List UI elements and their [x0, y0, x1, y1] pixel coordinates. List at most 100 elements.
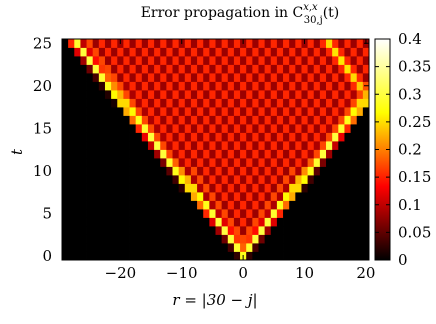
heatmap-cell — [184, 132, 192, 142]
heatmap-cell — [344, 132, 351, 142]
heatmap-cell — [319, 141, 327, 150]
heatmap-cell — [111, 251, 118, 261]
heatmap-cell — [74, 56, 81, 65]
heatmap-cell — [246, 251, 253, 261]
heatmap-cell — [166, 149, 173, 159]
heatmap-cell — [319, 192, 327, 201]
heatmap-cell — [362, 175, 370, 184]
heatmap-cell — [313, 115, 321, 125]
heatmap-cell — [147, 209, 155, 218]
heatmap-cell — [283, 107, 290, 116]
heatmap-cell — [203, 251, 210, 261]
heatmap-cell — [283, 175, 290, 184]
heatmap-cell — [166, 226, 173, 235]
heatmap-cell — [92, 107, 100, 116]
heatmap-cell — [111, 209, 118, 218]
heatmap-cell — [252, 149, 259, 159]
heatmap-cell — [141, 56, 149, 65]
heatmap-cell — [319, 158, 327, 167]
heatmap-cell — [129, 64, 137, 74]
heatmap-cell — [98, 90, 106, 99]
heatmap-cell — [154, 73, 161, 82]
heatmap-cell — [233, 90, 241, 99]
heatmap-cell — [184, 175, 192, 184]
heatmap-cell — [166, 98, 173, 108]
heatmap-cell — [178, 115, 186, 125]
heatmap-cell — [362, 226, 370, 235]
heatmap-cell — [356, 39, 364, 48]
heatmap-cell — [68, 158, 75, 167]
heatmap-cell — [221, 175, 229, 184]
heatmap-cell — [270, 200, 278, 210]
heatmap-cell — [338, 175, 345, 184]
heatmap-cell — [295, 39, 302, 48]
heatmap-cell — [86, 73, 94, 82]
heatmap-cell — [98, 226, 106, 235]
heatmap-cell — [246, 98, 253, 108]
heatmap-cell — [135, 141, 143, 150]
heatmap-cell — [356, 251, 364, 261]
heatmap-cell — [172, 166, 180, 176]
heatmap-cell — [270, 226, 278, 235]
heatmap-cell — [160, 192, 167, 201]
heatmap-cell — [344, 226, 351, 235]
heatmap-cell — [203, 81, 210, 91]
heatmap-cell — [276, 183, 284, 193]
heatmap-cell — [104, 251, 112, 261]
heatmap-cell — [160, 98, 167, 108]
heatmap-cell — [184, 149, 192, 159]
heatmap-cell — [197, 98, 204, 108]
heatmap-cell — [233, 141, 241, 150]
heatmap-cell — [68, 192, 75, 201]
heatmap-cell — [258, 81, 266, 91]
heatmap-cell — [344, 81, 351, 91]
heatmap-cell — [313, 98, 321, 108]
heatmap-cell — [270, 47, 278, 57]
heatmap-cell — [240, 81, 247, 91]
heatmap-cell — [129, 132, 137, 142]
heatmap-cell — [326, 132, 333, 142]
heatmap-cell — [227, 56, 235, 65]
heatmap-cell — [258, 73, 266, 82]
heatmap-cell — [129, 141, 137, 150]
heatmap-cell — [332, 200, 339, 210]
heatmap-cell — [98, 39, 106, 48]
heatmap-cell — [117, 132, 124, 142]
heatmap-cell — [233, 192, 241, 201]
heatmap-cell — [289, 98, 296, 108]
heatmap-cell — [197, 226, 204, 235]
heatmap-cell — [190, 234, 198, 244]
heatmap-cell — [135, 234, 143, 244]
heatmap-cell — [111, 81, 118, 91]
heatmap-cell — [141, 141, 149, 150]
x-tick-label: −20 — [105, 264, 137, 282]
heatmap-cell — [240, 73, 247, 82]
heatmap-cell — [295, 64, 302, 74]
heatmap-cell — [307, 98, 315, 108]
heatmap-cell — [129, 73, 137, 82]
heatmap-cell — [227, 141, 235, 150]
heatmap-cell — [319, 149, 327, 159]
heatmap-cell — [80, 149, 87, 159]
heatmap-cell — [154, 158, 161, 167]
heatmap-cell — [326, 73, 333, 82]
heatmap-cell — [203, 107, 210, 116]
heatmap-cell — [276, 64, 284, 74]
heatmap-cell — [141, 251, 149, 261]
heatmap-cell — [190, 217, 198, 227]
heatmap-cell — [154, 81, 161, 91]
heatmap-cell — [178, 47, 186, 57]
heatmap-cell — [80, 209, 87, 218]
heatmap-cell — [270, 39, 278, 48]
heatmap-cell — [80, 73, 87, 82]
heatmap-cell — [98, 124, 106, 133]
heatmap-cell — [356, 73, 364, 82]
heatmap-cell — [190, 251, 198, 261]
heatmap-cell — [246, 149, 253, 159]
heatmap-cell — [117, 226, 124, 235]
heatmap-cell — [141, 73, 149, 82]
heatmap-cell — [319, 217, 327, 227]
heatmap-cell — [129, 158, 137, 167]
heatmap-cell — [98, 192, 106, 201]
heatmap-cell — [141, 107, 149, 116]
